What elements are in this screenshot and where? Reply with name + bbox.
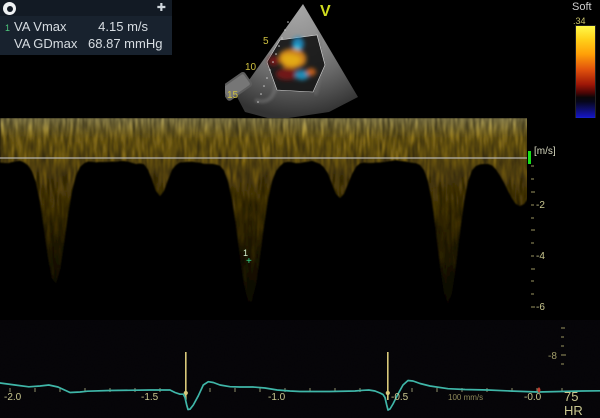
svg-text:-8: -8 — [548, 351, 557, 362]
